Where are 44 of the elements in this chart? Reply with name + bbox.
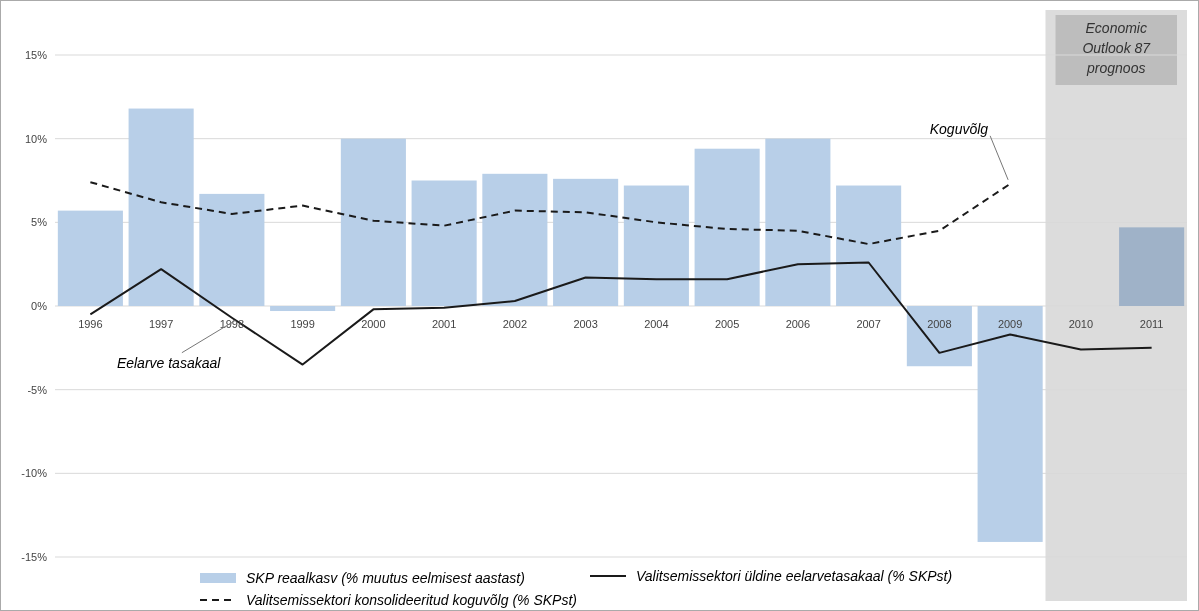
- bar: [906, 306, 972, 367]
- x-tick-label: 1996: [78, 318, 103, 330]
- annotation: Koguvõlg: [929, 120, 989, 137]
- x-tick-label: 2011: [1139, 318, 1164, 330]
- bar: [553, 178, 619, 306]
- x-tick-label: 2001: [431, 318, 457, 330]
- x-tick-label: 2003: [573, 318, 598, 330]
- y-tick-label: 15%: [24, 49, 48, 61]
- bar: [765, 138, 831, 306]
- y-tick-label: 0%: [31, 300, 48, 312]
- bar: [694, 148, 760, 306]
- y-tick-label: 10%: [24, 132, 48, 145]
- annotation: Eelarve tasakaal: [116, 354, 222, 371]
- x-tick-label: 2007: [856, 318, 881, 330]
- bar: [57, 210, 123, 306]
- bar: [1119, 227, 1185, 306]
- band-label: Economic Outlook 87 prognoos: [1082, 20, 1152, 76]
- x-tick-label: 2000: [361, 318, 386, 330]
- x-tick-label: 2009: [997, 318, 1023, 330]
- x-tick-label: 2002: [502, 318, 528, 330]
- bar: [270, 306, 336, 312]
- legend-label: Valitsemissektori konsolideeritud koguvõlg (% SKPst): [246, 592, 577, 608]
- x-tick-label: 1997: [148, 318, 174, 330]
- x-tick-label: 2010: [1068, 318, 1094, 330]
- x-tick-label: 2005: [714, 318, 740, 330]
- line-series: [89, 181, 1012, 246]
- x-tick-label: 2006: [785, 318, 811, 330]
- legend-label: SKP reaalkasv (% muutus eelmisest aastast): [246, 570, 525, 586]
- x-tick-label: 1999: [290, 318, 315, 330]
- bar: [340, 138, 406, 306]
- bar: [977, 306, 1043, 542]
- legend-label: Valitsemissektori üldine eelarvetasakaal (% SKPst): [636, 568, 953, 584]
- bar: [411, 180, 477, 306]
- y-tick-label: -5%: [27, 383, 48, 396]
- x-tick-label: 2008: [927, 318, 952, 330]
- bar: [623, 185, 689, 306]
- bar: [482, 173, 548, 306]
- y-tick-label: -10%: [21, 467, 48, 480]
- bar: [128, 108, 194, 306]
- y-tick-label: -15%: [21, 551, 48, 563]
- y-tick-label: 5%: [31, 216, 48, 229]
- bar: [199, 193, 265, 306]
- x-tick-label: 2004: [644, 318, 669, 330]
- bar: [836, 185, 902, 306]
